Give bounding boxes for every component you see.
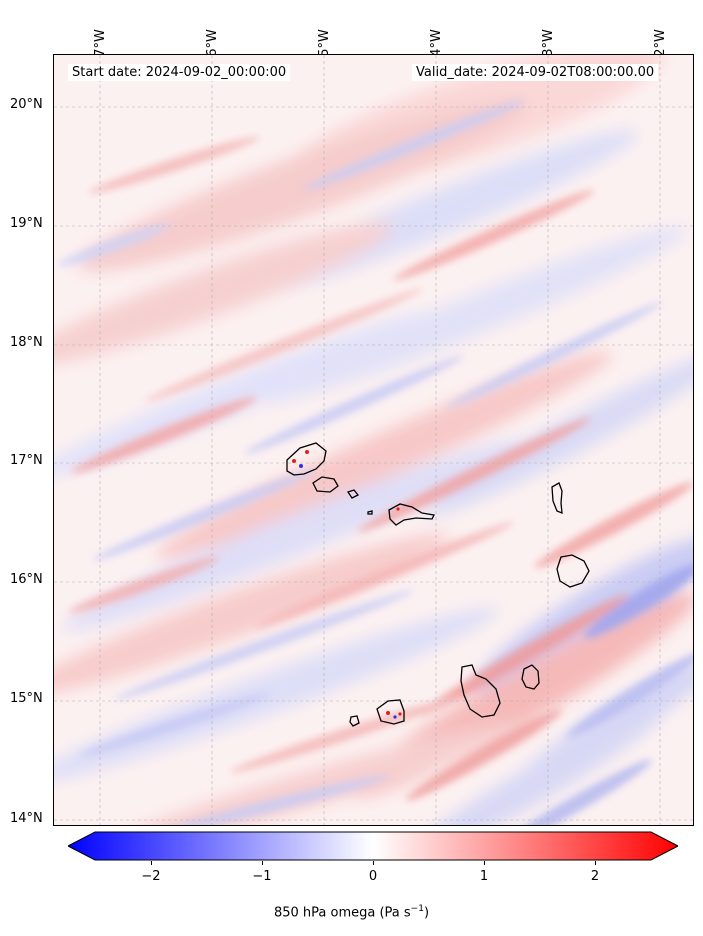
lat-label: 19°N bbox=[10, 216, 43, 231]
colorbar-tick-label: 0 bbox=[368, 869, 378, 884]
colorbar-tick-label: −1 bbox=[252, 869, 272, 884]
colorbar-label-sup: −1 bbox=[410, 904, 424, 914]
lat-label: 17°N bbox=[10, 453, 43, 468]
lat-label: 16°N bbox=[10, 572, 43, 587]
omega-field-map bbox=[54, 55, 693, 825]
lat-label: 18°N bbox=[10, 335, 43, 350]
lat-label: 20°N bbox=[10, 97, 43, 112]
colorbar-tickmark bbox=[484, 861, 485, 865]
colorbar-gradient bbox=[66, 831, 680, 861]
map-panel[interactable] bbox=[53, 54, 694, 826]
colorbar-label-end: ) bbox=[423, 905, 430, 921]
valid-date-label: Valid_date: 2024-09-02T08:00:00.00 bbox=[412, 64, 659, 81]
lat-label: 14°N bbox=[10, 811, 43, 826]
colorbar-tick-label: −2 bbox=[141, 869, 161, 884]
island-coastlines bbox=[286, 442, 590, 727]
colorbar-tick-label: 1 bbox=[479, 869, 489, 884]
colorbar-tickmark bbox=[595, 861, 596, 865]
colorbar-tick-label: 2 bbox=[590, 869, 600, 884]
colorbar-tickmark bbox=[151, 861, 152, 865]
colorbar-tickmark bbox=[262, 861, 263, 865]
colorbar bbox=[66, 831, 680, 861]
start-date-label: Start date: 2024-09-02_00:00:00 bbox=[68, 64, 291, 81]
colorbar-tickmark bbox=[373, 861, 374, 865]
colorbar-label: 850 hPa omega (Pa s−1) bbox=[0, 904, 703, 920]
colorbar-label-main: 850 hPa omega (Pa s bbox=[273, 905, 411, 921]
lat-label: 15°N bbox=[10, 691, 43, 706]
